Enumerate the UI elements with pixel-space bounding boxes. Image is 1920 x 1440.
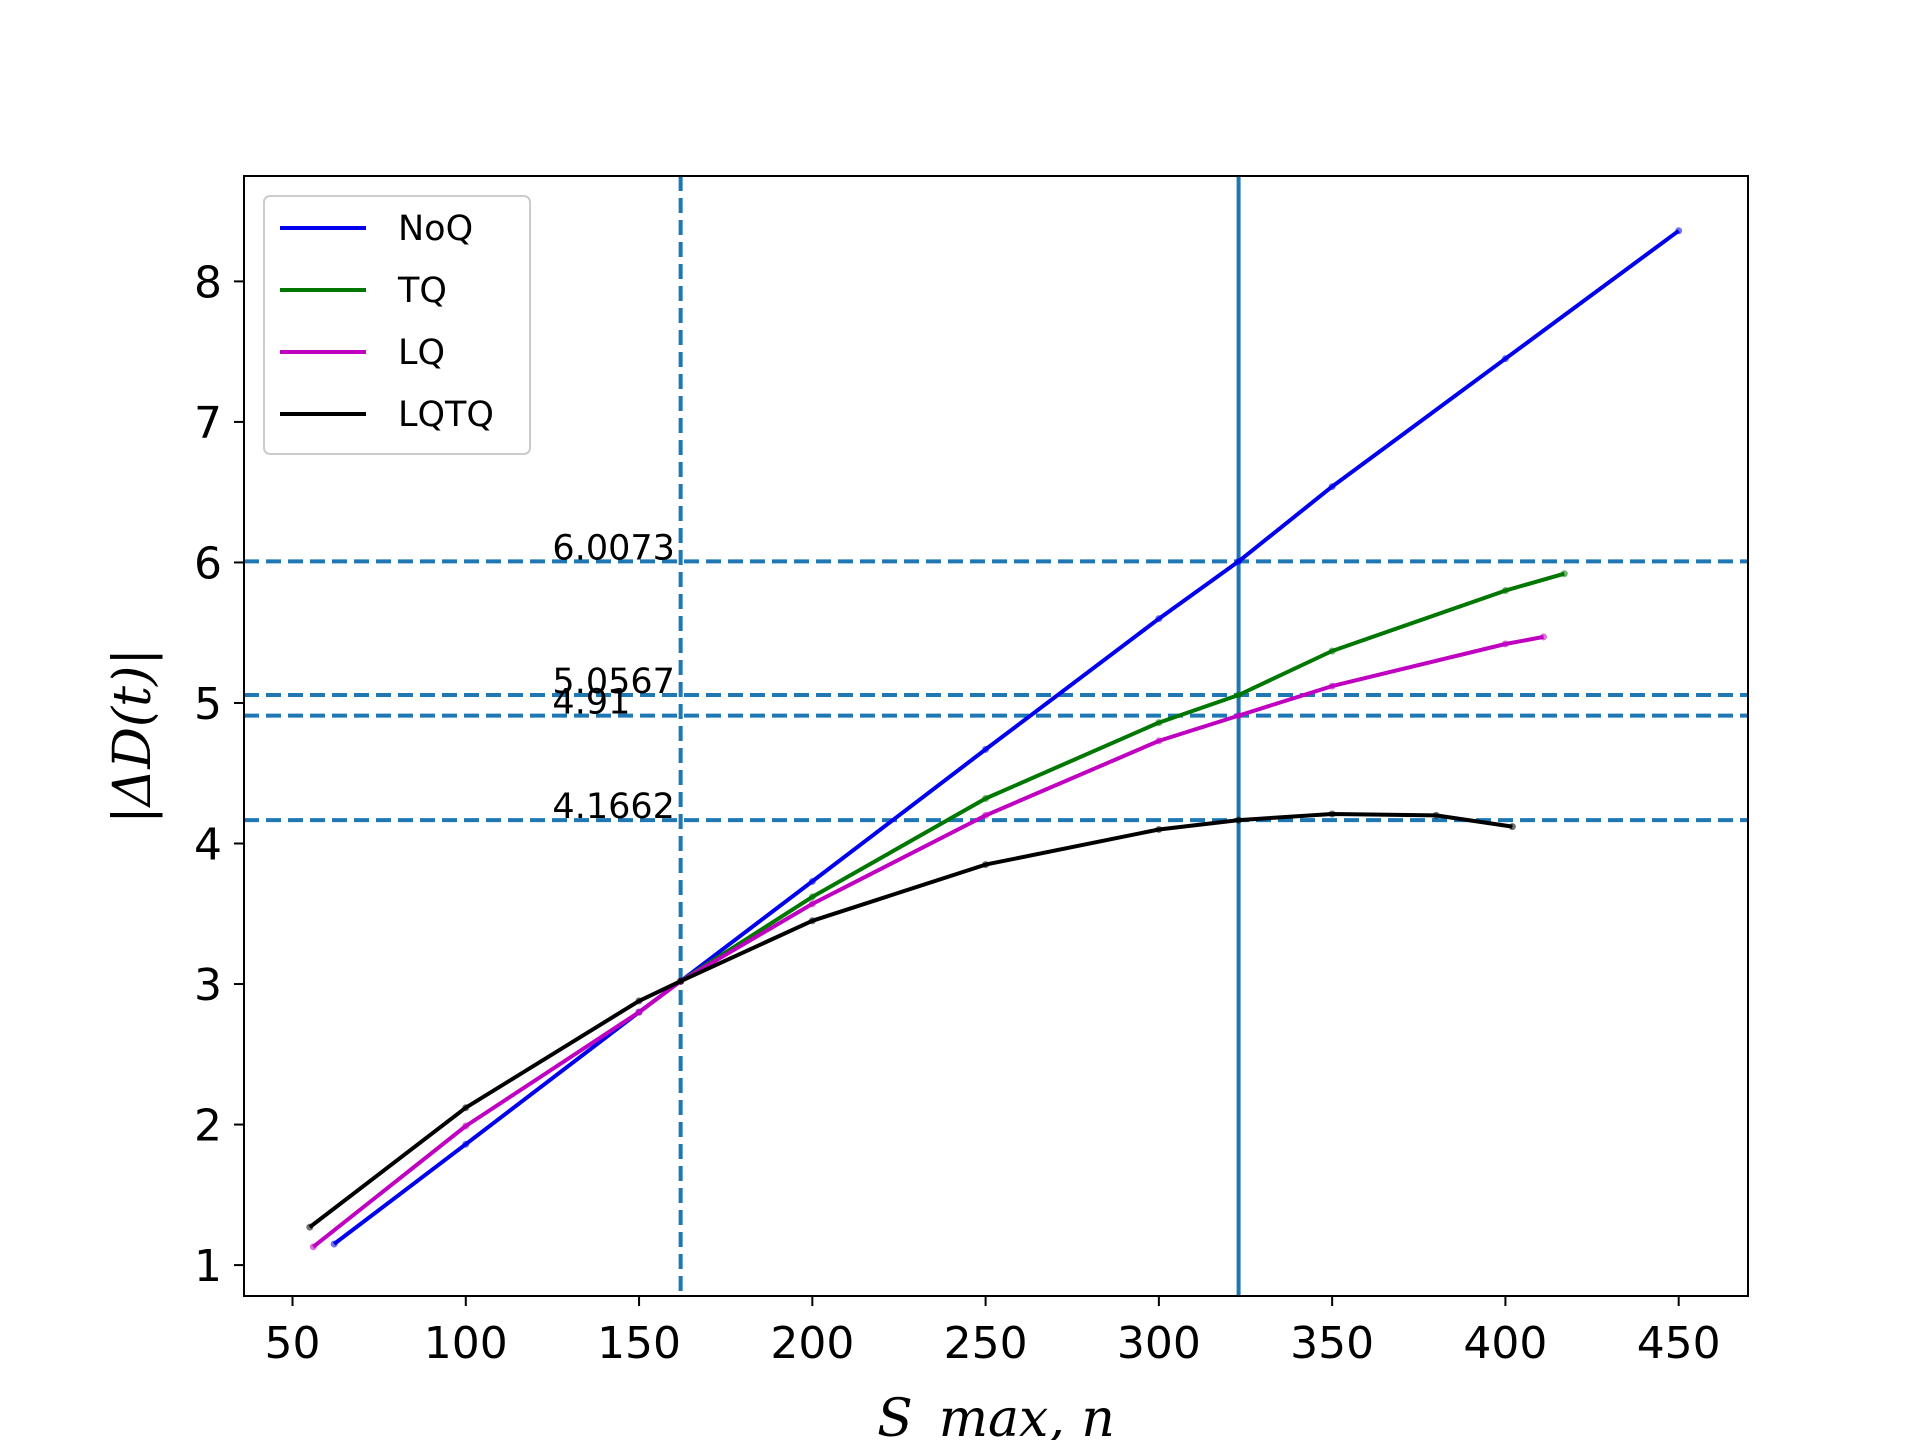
y-tick-label: 2 bbox=[194, 1101, 222, 1152]
data-point-noq bbox=[982, 745, 990, 753]
y-tick-label: 8 bbox=[194, 257, 222, 308]
data-point-tq bbox=[808, 893, 816, 901]
y-tick-label: 3 bbox=[194, 960, 222, 1011]
y-axis-ticks: 1 2 3 4 5 6 7 8 bbox=[194, 257, 244, 1292]
data-point-lqtq bbox=[677, 977, 685, 985]
legend-label-lqtq: LQTQ bbox=[398, 395, 494, 435]
data-point-lq bbox=[1235, 712, 1243, 720]
x-axis-label-text: S_max, n bbox=[877, 1389, 1115, 1440]
data-point-tq bbox=[1155, 719, 1163, 727]
data-point-noq bbox=[330, 1240, 338, 1248]
y-tick-label: 5 bbox=[194, 679, 222, 730]
x-tick-label: 50 bbox=[265, 1318, 321, 1369]
data-point-noq bbox=[1675, 227, 1683, 235]
legend-box bbox=[263, 195, 531, 455]
y-tick-label: 6 bbox=[194, 538, 222, 589]
x-axis-ticks: 50 100 150 200 250 300 350 400 450 bbox=[265, 1296, 1721, 1369]
data-point-lq bbox=[1155, 737, 1163, 745]
x-axis-label: S_max, n bbox=[877, 1389, 1115, 1440]
x-tick-label: 150 bbox=[597, 1318, 681, 1369]
series-lines bbox=[306, 227, 1683, 1251]
data-point-lqtq bbox=[1508, 823, 1516, 831]
reference-value-label: 6.0073 bbox=[552, 528, 674, 568]
y-tick-label: 4 bbox=[194, 820, 222, 871]
plot-area-frame bbox=[243, 175, 1749, 1297]
series-line-lqtq bbox=[308, 812, 1513, 1229]
data-point-lq bbox=[982, 811, 990, 819]
data-point-lqtq bbox=[808, 917, 816, 925]
data-point-lq bbox=[1328, 682, 1336, 690]
data-point-noq bbox=[1155, 615, 1163, 623]
data-point-lqtq bbox=[635, 997, 643, 1005]
y-tick-label: 7 bbox=[194, 398, 222, 449]
data-point-tq bbox=[1501, 587, 1509, 595]
legend: NoQ TQ LQ LQTQ bbox=[263, 195, 531, 455]
legend-label-tq: TQ bbox=[397, 271, 447, 311]
series-line-tq bbox=[679, 571, 1565, 983]
data-point-noq bbox=[1328, 483, 1336, 491]
data-point-noq bbox=[1235, 557, 1243, 565]
y-axis-label: |ΔD(t)| bbox=[103, 648, 163, 824]
data-point-lqtq bbox=[306, 1223, 314, 1231]
data-point-lq bbox=[808, 900, 816, 908]
reference-lines bbox=[244, 176, 1748, 1296]
data-point-noq bbox=[462, 1140, 470, 1148]
data-point-lq bbox=[1540, 633, 1548, 641]
reference-value-label: 4.91 bbox=[552, 683, 630, 723]
data-point-noq bbox=[808, 877, 816, 885]
x-tick-label: 200 bbox=[770, 1318, 854, 1369]
x-tick-label: 250 bbox=[944, 1318, 1028, 1369]
reference-value-label: 4.1662 bbox=[552, 787, 674, 827]
data-point-tq bbox=[1560, 570, 1568, 578]
series-line-noq bbox=[332, 229, 1680, 1246]
x-tick-label: 450 bbox=[1637, 1318, 1721, 1369]
y-axis-label-text: |ΔD(t)| bbox=[103, 648, 163, 824]
data-point-lqtq bbox=[1155, 825, 1163, 833]
series-line-lq bbox=[312, 634, 1544, 1249]
data-point-tq bbox=[982, 795, 990, 803]
x-tick-label: 300 bbox=[1117, 1318, 1201, 1369]
data-point-lqtq bbox=[1328, 810, 1336, 818]
x-tick-label: 350 bbox=[1290, 1318, 1374, 1369]
data-point-lq bbox=[1501, 640, 1509, 648]
data-point-tq bbox=[1328, 647, 1336, 655]
data-point-lqtq bbox=[982, 861, 990, 869]
data-point-lq bbox=[635, 1008, 643, 1016]
data-point-lqtq bbox=[462, 1104, 470, 1112]
reference-value-label: 5.0567 bbox=[552, 662, 674, 702]
data-point-tq bbox=[1235, 691, 1243, 699]
data-point-lqtq bbox=[1432, 811, 1440, 819]
x-tick-label: 100 bbox=[424, 1318, 508, 1369]
data-point-lq bbox=[309, 1243, 317, 1251]
y-tick-label: 1 bbox=[194, 1241, 222, 1292]
legend-label-noq: NoQ bbox=[398, 209, 473, 249]
data-point-lq bbox=[462, 1122, 470, 1130]
data-point-lqtq bbox=[1235, 816, 1243, 824]
data-point-noq bbox=[1501, 355, 1509, 363]
legend-label-lq: LQ bbox=[398, 333, 445, 373]
x-tick-label: 400 bbox=[1463, 1318, 1547, 1369]
